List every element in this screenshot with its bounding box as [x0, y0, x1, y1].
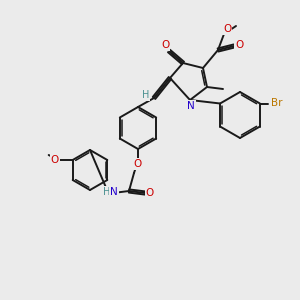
Text: Br: Br — [271, 98, 283, 109]
Text: O: O — [134, 159, 142, 169]
Text: O: O — [235, 40, 243, 50]
Text: O: O — [146, 188, 154, 198]
Text: O: O — [235, 40, 243, 50]
Text: O: O — [51, 155, 59, 165]
Text: Br: Br — [271, 98, 283, 109]
Text: O: O — [51, 155, 59, 165]
Text: N: N — [110, 187, 118, 197]
Text: N: N — [110, 187, 118, 197]
Text: O: O — [223, 24, 231, 34]
Text: N: N — [187, 101, 195, 111]
Text: O: O — [161, 40, 169, 50]
Text: O: O — [146, 188, 154, 198]
Text: O: O — [161, 40, 169, 50]
Text: H: H — [142, 90, 150, 100]
Text: O: O — [134, 159, 142, 169]
Text: H: H — [103, 187, 111, 197]
Text: H: H — [103, 187, 111, 197]
Text: O: O — [223, 24, 231, 34]
Text: N: N — [187, 101, 195, 111]
Text: H: H — [142, 90, 150, 100]
